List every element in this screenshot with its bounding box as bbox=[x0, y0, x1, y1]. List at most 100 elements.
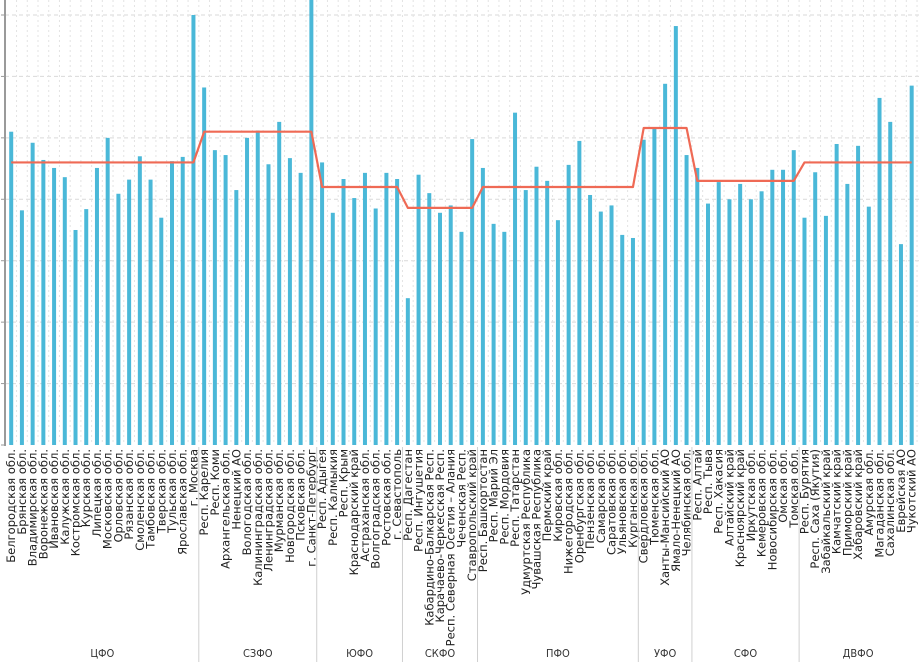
x-tick-label: Тверская обл. bbox=[154, 449, 168, 534]
x-tick-label: Челябинская обл. bbox=[680, 449, 694, 556]
bar-Респ. Северная Осетия – Алания bbox=[448, 205, 453, 445]
x-tick-label: Тульская обл. bbox=[165, 449, 179, 534]
bar-Самарская обл. bbox=[598, 211, 603, 445]
x-tick-label: Кемеровская обл. bbox=[755, 449, 769, 557]
average-line-group bbox=[11, 126, 912, 209]
group-label: ЦФО bbox=[90, 647, 114, 660]
x-tick-label: Респ. Хакасия bbox=[712, 449, 726, 534]
x-tick-label: Ульяновская обл. bbox=[615, 449, 629, 554]
bar-Магаданская обл. bbox=[877, 97, 882, 445]
bar-Ростовская обл. bbox=[384, 172, 389, 445]
bar-Волгоградская обл. bbox=[373, 208, 378, 445]
bar-Чувашская Республика bbox=[534, 166, 539, 445]
bar-Новосибирская обл. bbox=[770, 169, 775, 446]
bar-г. Севастополь bbox=[395, 179, 400, 445]
bar-Псковская обл. bbox=[298, 172, 303, 445]
bar-Калужская обл. bbox=[62, 177, 67, 445]
x-tick-label: Приморский край bbox=[840, 449, 854, 556]
x-tick-label: Новгородская обл. bbox=[283, 449, 297, 563]
bar-Тамбовская обл. bbox=[148, 179, 153, 445]
x-tick-label: Магаданская обл. bbox=[873, 449, 887, 558]
bar-Белгородская обл. bbox=[9, 131, 14, 445]
x-tick-label: Мурманская обл. bbox=[272, 449, 286, 552]
bar-Свердловская обл. bbox=[641, 139, 646, 445]
x-tick-label: Респ. Ингушетия bbox=[412, 449, 426, 552]
x-tick-label: Ханты-Мансийский АО bbox=[658, 449, 672, 586]
x-tick-label: Брянская обл. bbox=[15, 449, 29, 535]
x-tick-label: Камчатский край bbox=[830, 449, 844, 554]
bar-Нижегородская обл. bbox=[566, 164, 571, 445]
bar-Саратовская обл. bbox=[609, 205, 614, 445]
bar-Ленинградская обл. bbox=[266, 164, 271, 445]
x-tick-label: Респ. Бурятия bbox=[797, 449, 811, 534]
bar-Респ. Дагестан bbox=[405, 298, 410, 445]
bars bbox=[9, 0, 914, 446]
bar-г. Москва bbox=[191, 14, 196, 446]
x-tick-label: Сахалинская обл. bbox=[883, 449, 897, 556]
group-label: СФО bbox=[734, 647, 757, 660]
x-tick-label: Астраханская обл. bbox=[358, 449, 372, 562]
x-tick-label: Хабаровский край bbox=[851, 449, 865, 560]
x-tick-label: Ненецкий АО bbox=[229, 449, 243, 530]
x-tick-label: Вологодская обл. bbox=[240, 449, 254, 555]
x-tick-label: Пермский край bbox=[540, 449, 554, 541]
x-tick-label: Белгородская обл. bbox=[4, 449, 18, 563]
bar-Смоленская обл. bbox=[137, 156, 142, 446]
x-tick-label: Респ. Карелия bbox=[197, 449, 211, 536]
bar-Респ. Мордовия bbox=[502, 231, 507, 445]
x-tick-label: Курганская обл. bbox=[626, 449, 640, 548]
bar-Ярославская обл. bbox=[180, 156, 185, 445]
bar-Еврейская АО bbox=[898, 244, 903, 445]
bar-Новгородская обл. bbox=[287, 158, 292, 446]
bar-Респ. Алтай bbox=[695, 167, 700, 446]
bar-Чеченская Респ. bbox=[459, 231, 464, 445]
x-tick-label: Карачаево-Черкесская Респ. bbox=[433, 449, 447, 622]
x-tick-label: Ярославская обл. bbox=[176, 449, 190, 555]
bar-Ульяновская обл. bbox=[620, 234, 625, 445]
bar-Владимирская обл. bbox=[30, 142, 35, 445]
bar-Приморский край bbox=[845, 183, 850, 446]
x-tick-label: Респ. Дагестан bbox=[401, 449, 415, 541]
bar-Курская обл. bbox=[84, 209, 89, 445]
x-tick-label: Архангельская обл. bbox=[219, 449, 233, 569]
category-labels: Белгородская обл.Брянская обл.Владимирск… bbox=[4, 449, 918, 647]
bar-Чукотский АО bbox=[909, 85, 914, 446]
x-tick-label: Курская обл. bbox=[79, 449, 93, 527]
x-tick-label: Еврейская АО bbox=[894, 449, 908, 533]
bar-Ненецкий АО bbox=[234, 190, 239, 445]
group-label: ПФО bbox=[546, 647, 570, 660]
bar-Амурская обл. bbox=[866, 206, 871, 445]
district-average-line bbox=[11, 126, 912, 209]
y-axis bbox=[1, 0, 6, 446]
x-tick-label: Респ. Крым bbox=[337, 449, 351, 517]
grid bbox=[5, 0, 919, 445]
bar-Карачаево-Черкесская Респ. bbox=[438, 212, 442, 445]
x-tick-label: г. Санкт-Петербург bbox=[304, 449, 318, 567]
x-tick-label: Чеченская Респ. bbox=[454, 449, 468, 548]
x-tick-label: Респ. Алтай bbox=[690, 449, 704, 521]
x-tick-label: Рязанская обл. bbox=[122, 449, 136, 540]
bar-Ямало-Ненецкий АО bbox=[673, 26, 678, 446]
x-tick-label: Чукотский АО bbox=[905, 449, 919, 533]
bar-Камчатский край bbox=[834, 143, 839, 446]
group-label: ЮФО bbox=[346, 647, 373, 660]
x-tick-label: Удмуртская Республика bbox=[519, 449, 533, 595]
x-tick-label: Респ. Саха (Якутия) bbox=[808, 449, 822, 569]
x-tick-label: Респ. Марий Эл bbox=[487, 449, 501, 542]
x-tick-label: Краснодарский край bbox=[347, 449, 361, 575]
x-tick-label: Волгоградская обл. bbox=[369, 449, 383, 569]
bar-Респ. Татарстан bbox=[513, 112, 518, 445]
x-tick-label: Чувашская Республика bbox=[529, 449, 543, 590]
bar-Сахалинская обл. bbox=[888, 121, 893, 445]
bar-Архангельская обл. bbox=[223, 155, 228, 445]
x-tick-label: Саратовская обл. bbox=[605, 449, 619, 555]
x-tick-label: Респ. Мордовия bbox=[497, 449, 511, 545]
bar-Астраханская обл. bbox=[362, 172, 367, 445]
bar-Респ. Хакасия bbox=[716, 182, 721, 446]
x-tick-label: Респ. Адыгея bbox=[315, 449, 329, 529]
bar-Респ. Башкортостан bbox=[480, 167, 485, 446]
bar-Кемеровская обл. bbox=[759, 191, 764, 445]
group-label: ДВФО bbox=[843, 647, 874, 660]
bar-Респ. Коми bbox=[212, 150, 217, 446]
